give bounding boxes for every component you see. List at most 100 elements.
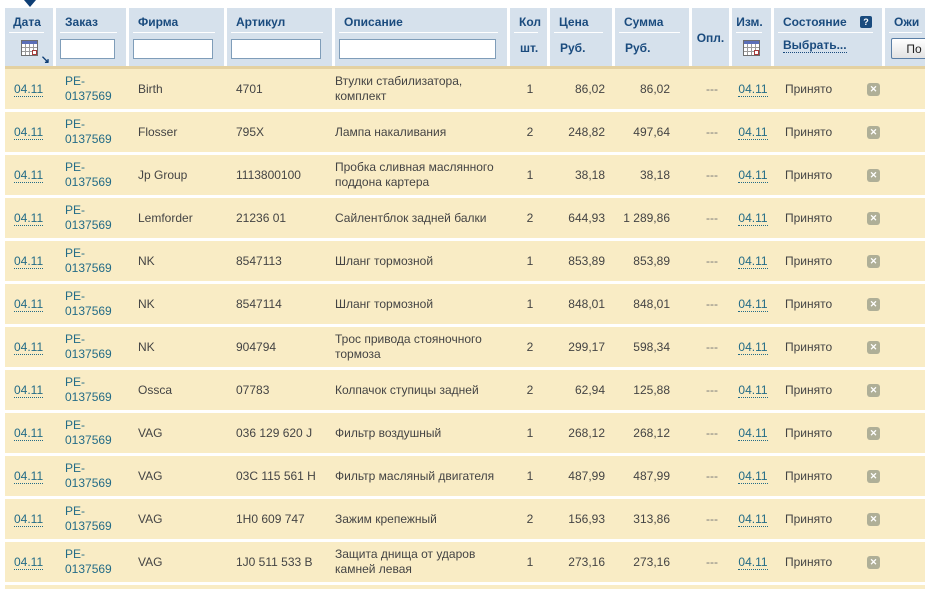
row-order-cell: PE-0137569 [56, 413, 129, 453]
row-order-link[interactable]: PE-0137569 [65, 418, 112, 447]
row-order-cell: PE-0137569 [56, 241, 129, 281]
table-row: 04.11 PE-0137569 NK 904794 Трос привода … [5, 324, 925, 367]
column-header-sum: Сумма Руб. [615, 8, 692, 66]
row-modified-link[interactable]: 04.11 [738, 253, 768, 269]
row-description: Защита днища от ударов камней левая [335, 547, 476, 576]
modified-filter-calendar-button[interactable] [732, 38, 771, 59]
row-modified-link[interactable]: 04.11 [738, 425, 768, 441]
delete-icon[interactable]: ✕ [867, 555, 880, 569]
row-date-cell: 04.11 [5, 206, 56, 231]
row-order-link[interactable]: PE-0137569 [65, 461, 112, 490]
row-date-link[interactable]: 04.11 [14, 339, 44, 355]
row-paid: --- [706, 425, 718, 440]
column-label-waiting: Ожи [894, 15, 920, 29]
row-price: 853,89 [568, 253, 605, 268]
row-description: Пробка сливная маслянного поддона картер… [335, 160, 494, 189]
row-order-link[interactable]: PE-0137569 [65, 504, 112, 533]
delete-icon[interactable]: ✕ [867, 297, 880, 311]
delete-icon[interactable]: ✕ [867, 168, 880, 182]
delete-icon[interactable]: ✕ [867, 426, 880, 440]
delete-icon[interactable]: ✕ [867, 82, 880, 96]
delete-icon[interactable]: ✕ [867, 254, 880, 268]
row-order-link[interactable]: PE-0137569 [65, 203, 112, 232]
table-body: 04.11 PE-0137569 Birth 4701 Втулки стаби… [0, 66, 925, 589]
row-sum: 125,88 [633, 382, 670, 397]
row-modified-link[interactable]: 04.11 [738, 468, 768, 484]
row-date-link[interactable]: 04.11 [14, 253, 44, 269]
row-modified-link[interactable]: 04.11 [738, 167, 768, 183]
row-order-link[interactable]: PE-0137569 [65, 74, 112, 103]
row-order-link[interactable]: PE-0137569 [65, 375, 112, 404]
status-select-link[interactable]: Выбрать... [783, 38, 847, 53]
row-order-link[interactable]: PE-0137569 [65, 160, 112, 189]
row-order-link[interactable]: PE-0137569 [65, 547, 112, 576]
calendar-icon [743, 40, 760, 56]
order-filter-input[interactable] [60, 39, 115, 59]
row-modified-link[interactable]: 04.11 [738, 554, 768, 570]
article-filter-input[interactable] [231, 39, 321, 59]
row-qty: 2 [526, 382, 534, 397]
firm-filter-input[interactable] [133, 39, 213, 59]
description-filter-input[interactable] [339, 39, 496, 59]
row-price: 156,93 [568, 511, 605, 526]
column-header-status: Состояние ? Выбрать... [774, 8, 885, 66]
row-price: 644,93 [568, 210, 605, 225]
table-row: 04.11 PE-0137569 VAG 1J0 511 534 B Защит… [5, 582, 925, 589]
row-date-link[interactable]: 04.11 [14, 210, 44, 226]
delete-icon[interactable]: ✕ [867, 340, 880, 354]
column-header-date: Дата ↘ [5, 8, 56, 66]
row-order-link[interactable]: PE-0137569 [65, 246, 112, 275]
waiting-action-button[interactable]: По [891, 38, 925, 59]
row-date-link[interactable]: 04.11 [14, 511, 44, 527]
row-status-cell: Принято ✕ [774, 249, 885, 274]
help-icon[interactable]: ? [860, 16, 872, 28]
column-label-description: Описание [344, 15, 403, 29]
delete-icon[interactable]: ✕ [867, 512, 880, 526]
row-status: Принято [785, 296, 833, 311]
row-date-cell: 04.11 [5, 120, 56, 145]
row-sum: 268,12 [633, 425, 670, 440]
row-modified-link[interactable]: 04.11 [738, 339, 768, 355]
row-date-link[interactable]: 04.11 [14, 382, 44, 398]
row-date-link[interactable]: 04.11 [14, 554, 44, 570]
row-date-link[interactable]: 04.11 [14, 124, 44, 140]
column-label-date: Дата [13, 15, 41, 29]
row-order-link[interactable]: PE-0137569 [65, 289, 112, 318]
row-order-link[interactable]: PE-0137569 [65, 117, 112, 146]
row-description: Колпачок ступицы задней [335, 382, 479, 397]
delete-icon[interactable]: ✕ [867, 469, 880, 483]
row-order-cell: PE-0137569 [56, 585, 129, 589]
row-date-link[interactable]: 04.11 [14, 425, 44, 441]
row-order-cell: PE-0137569 [56, 69, 129, 109]
row-date-cell: 04.11 [5, 421, 56, 446]
resize-handle-icon[interactable]: ↘ [40, 54, 50, 66]
column-header-modified: Изм. [732, 8, 774, 66]
table-row: 04.11 PE-0137569 Lemforder 21236 01 Сайл… [5, 195, 925, 238]
calendar-icon [20, 40, 38, 56]
row-modified-link[interactable]: 04.11 [738, 382, 768, 398]
delete-icon[interactable]: ✕ [867, 211, 880, 225]
row-modified-link[interactable]: 04.11 [738, 124, 768, 140]
row-modified-link[interactable]: 04.11 [738, 210, 768, 226]
row-modified-cell: 04.11 [732, 163, 774, 188]
row-date-link[interactable]: 04.11 [14, 167, 44, 183]
date-filter-calendar-button[interactable] [5, 38, 53, 59]
row-date-cell: 04.11 [5, 249, 56, 274]
delete-icon[interactable]: ✕ [867, 125, 880, 139]
row-article: 904794 [236, 339, 277, 354]
row-modified-link[interactable]: 04.11 [738, 511, 768, 527]
row-date-link[interactable]: 04.11 [14, 468, 44, 484]
sort-descending-icon[interactable] [24, 0, 36, 7]
row-order-cell: PE-0137569 [56, 198, 129, 238]
row-date-link[interactable]: 04.11 [14, 81, 44, 97]
row-modified-link[interactable]: 04.11 [738, 81, 768, 97]
column-header-firm: Фирма [129, 8, 227, 66]
row-date-cell: 04.11 [5, 378, 56, 403]
row-modified-cell: 04.11 [732, 206, 774, 231]
row-waiting-cell [885, 342, 925, 352]
row-date-link[interactable]: 04.11 [14, 296, 44, 312]
row-modified-link[interactable]: 04.11 [738, 296, 768, 312]
row-firm: NK [138, 253, 155, 268]
delete-icon[interactable]: ✕ [867, 383, 880, 397]
row-order-link[interactable]: PE-0137569 [65, 332, 112, 361]
